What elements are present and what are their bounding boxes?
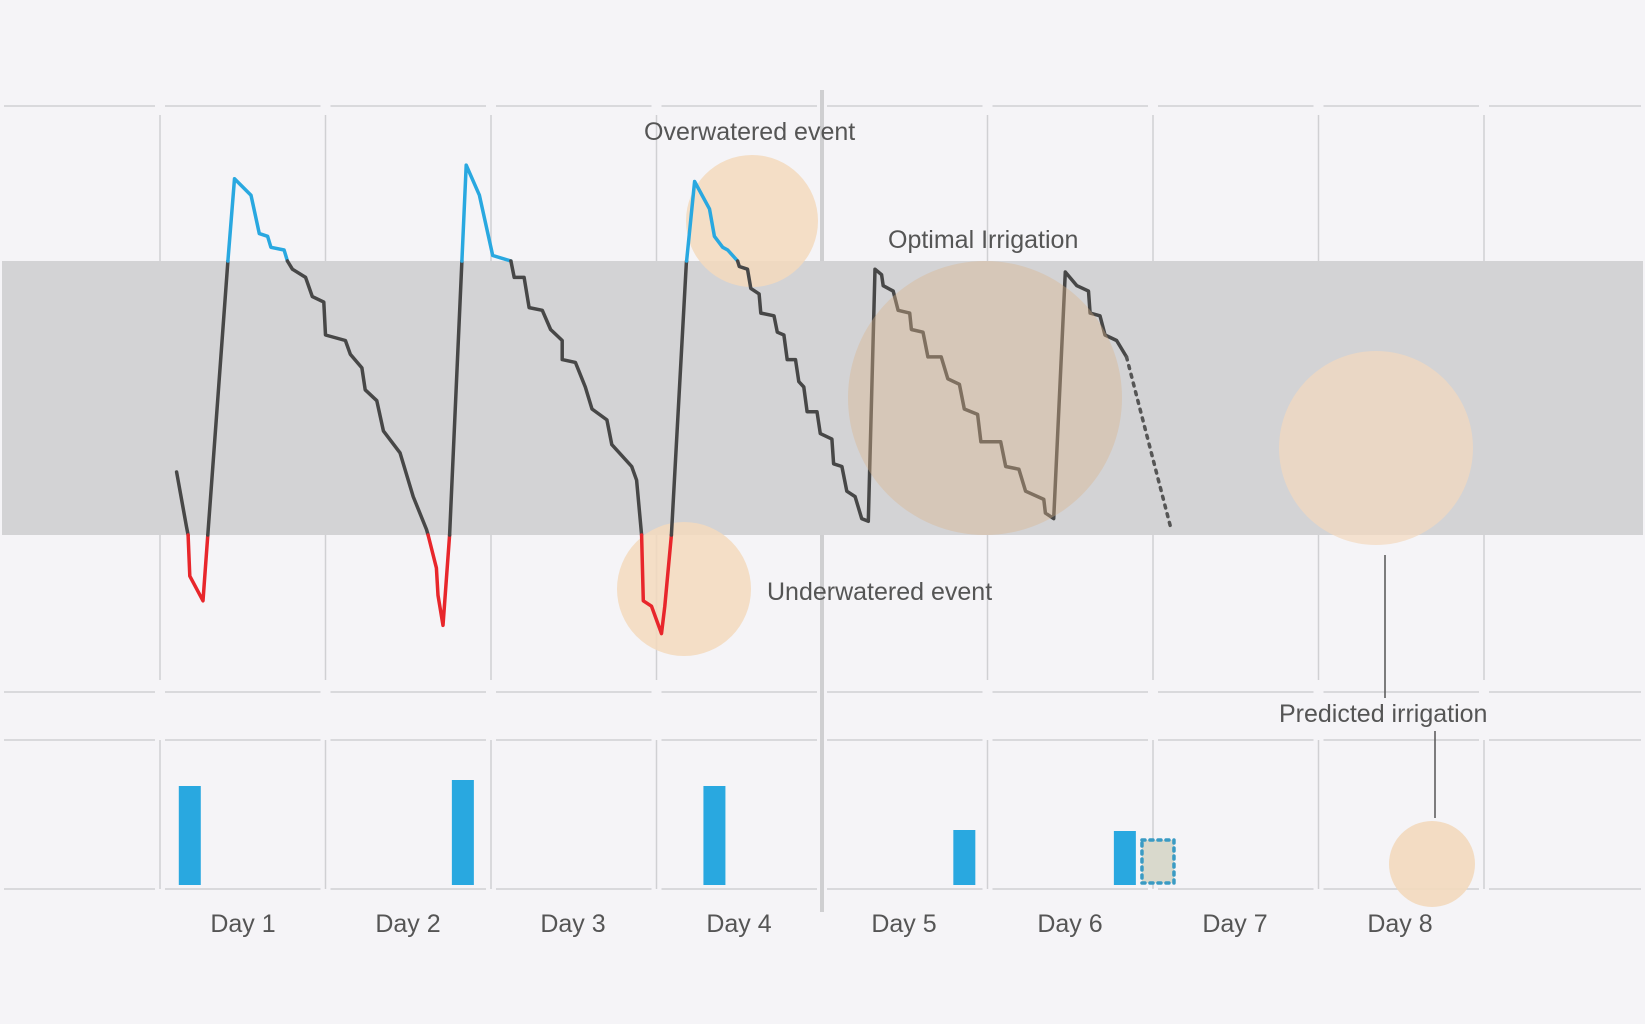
- moisture-line-normal: [735, 259, 1129, 524]
- predicted-moisture-line: [1124, 355, 1173, 532]
- tick-label-day-1: Day 1: [210, 910, 275, 938]
- moisture-line-low: [639, 533, 674, 636]
- highlight-circles: [617, 155, 1475, 907]
- tick-label-day-8: Day 8: [1367, 910, 1432, 938]
- irrigation-bar: [178, 786, 201, 885]
- overwatered-label: Overwatered event: [644, 118, 855, 146]
- irrigation-bar: [953, 830, 976, 885]
- predicted-irrigation-label: Predicted irrigation: [1279, 700, 1487, 728]
- moisture-line-normal: [174, 470, 190, 537]
- moisture-line-high: [684, 179, 740, 263]
- moisture-line-low: [426, 533, 452, 628]
- tick-label-day-6: Day 6: [1037, 910, 1102, 938]
- moisture-line-normal: [285, 259, 430, 537]
- tick-label-day-5: Day 5: [871, 910, 936, 938]
- optimal-highlight: [848, 261, 1122, 535]
- irrigation-bars: [178, 780, 1176, 885]
- moisture-line-high: [460, 163, 513, 263]
- moisture-line-high: [226, 177, 290, 263]
- tick-label-day-4: Day 4: [706, 910, 771, 938]
- moisture-series: [174, 163, 1173, 636]
- predicted-bar-highlight: [1389, 821, 1475, 907]
- moisture-line-low: [186, 533, 210, 603]
- tick-label-day-2: Day 2: [375, 910, 440, 938]
- predicted-irrigation-bar: [1140, 838, 1176, 885]
- highlight-overlays: [848, 261, 1122, 535]
- underwatered-label: Underwatered event: [767, 578, 992, 606]
- tick-label-day-3: Day 3: [540, 910, 605, 938]
- irrigation-bar: [1113, 831, 1136, 885]
- moisture-line-normal: [447, 259, 464, 537]
- optimal-irrigation-label: Optimal Irrigation: [888, 226, 1078, 254]
- irrigation-bar: [703, 786, 726, 885]
- day-labels: Day 1 Day 2 Day 3 Day 4 Day 5 Day 6 Day …: [210, 910, 1432, 938]
- underwatered-highlight: [617, 522, 751, 656]
- tick-label-day-7: Day 7: [1202, 910, 1267, 938]
- leader-lines: [1384, 555, 1436, 818]
- overwatered-highlight: [686, 155, 818, 287]
- irrigation-bar: [451, 780, 474, 885]
- moisture-line-normal: [509, 259, 644, 537]
- moisture-line-normal: [206, 259, 230, 537]
- predicted-highlight: [1279, 351, 1473, 545]
